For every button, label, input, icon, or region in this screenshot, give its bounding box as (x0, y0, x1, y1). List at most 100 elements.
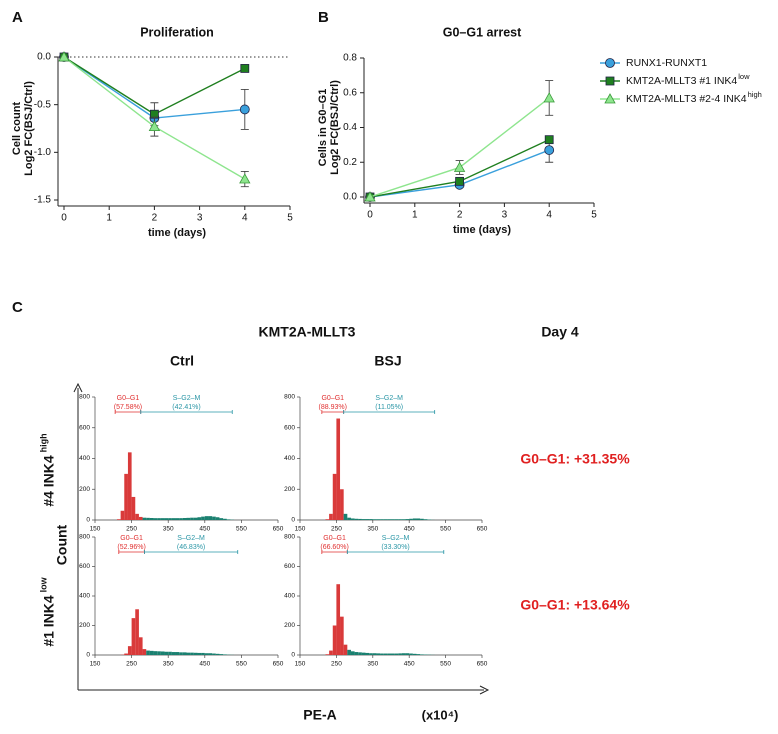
gate-label: (46.83%) (177, 544, 205, 551)
histogram-bar (369, 653, 373, 655)
y-tick-label: 200 (284, 486, 295, 493)
marker (605, 58, 615, 68)
histogram-bar (157, 518, 161, 520)
x-tick-label: 0 (61, 213, 67, 224)
y-tick-label: 200 (79, 622, 90, 629)
row-label-name: #4 INK4 (41, 455, 57, 507)
gate-label: (42.41%) (172, 404, 200, 411)
histogram-bar (201, 516, 205, 520)
x-tick-label: 4 (242, 213, 248, 224)
change-label: G0–G1: +13.64% (520, 597, 630, 613)
histogram-bar (398, 519, 402, 520)
histogram-bar (343, 513, 348, 520)
y-tick-label: 400 (79, 593, 90, 600)
arrow-head (73, 382, 83, 393)
y-tick-label: 0.0 (343, 192, 357, 203)
histogram-bar (160, 518, 165, 520)
histogram-bar (146, 650, 150, 655)
x-axis-label: PE-A (303, 707, 336, 723)
marker (239, 104, 250, 115)
histogram-bar (219, 518, 224, 520)
y-tick-label: 0.8 (343, 53, 357, 64)
x-tick-label: 550 (440, 526, 451, 533)
histogram-bar (204, 516, 209, 520)
histogram-bar (358, 652, 362, 655)
histogram-bar (332, 473, 337, 520)
x-tick-label: 3 (197, 213, 203, 224)
histogram-bar (179, 652, 183, 655)
histogram-bar (325, 654, 330, 655)
histogram-bar (135, 609, 139, 655)
histogram-bar (219, 654, 224, 655)
histogram-bar (193, 517, 198, 520)
histogram-bar (142, 517, 147, 520)
histogram-bar (138, 516, 143, 520)
x-tick-label: 150 (90, 661, 101, 668)
histogram-bar (325, 519, 330, 520)
column-label: BSJ (374, 353, 401, 369)
histogram-bar (127, 646, 132, 655)
gate-name: G0–G1 (321, 395, 344, 402)
panel-title: KMT2A-MLLT3 (259, 324, 356, 340)
y-tick-label: 600 (79, 563, 90, 570)
histogram-bar (416, 654, 421, 655)
histogram-bar (365, 519, 370, 520)
gate-name: S–G2–M (382, 535, 410, 542)
y-tick-label: 400 (284, 593, 295, 600)
x-tick-label: 250 (126, 661, 137, 668)
histogram-bar (153, 518, 158, 520)
y-tick-label: 400 (79, 455, 90, 462)
histogram-bar (171, 652, 176, 655)
marker (453, 161, 466, 172)
histogram-bar (135, 513, 139, 520)
marker (544, 145, 555, 155)
marker (605, 76, 615, 86)
panel-letter: B (318, 9, 329, 26)
gate-name: G0–G1 (117, 395, 140, 402)
legend-label: KMT2A-MLLT3 #2-4 INK4 (626, 93, 747, 105)
legend-label-sup: low (738, 72, 750, 81)
histogram-bar (182, 652, 187, 655)
histogram-bar (186, 652, 191, 655)
histogram-bar (223, 654, 227, 655)
histogram-bar (146, 517, 150, 520)
x-tick-label: 3 (502, 210, 508, 221)
histogram-bar (398, 653, 402, 655)
histogram-bar (116, 519, 121, 520)
panel-letter: A (12, 9, 23, 26)
row-label-name: #1 INK4 (41, 595, 57, 647)
marker (604, 93, 616, 104)
histogram-bar (387, 653, 391, 655)
histogram-bar (168, 651, 172, 655)
histogram-bar (336, 418, 341, 520)
histogram-bar (160, 651, 165, 655)
y-axis-label: Cell count (11, 102, 23, 156)
x-tick-label: 550 (236, 661, 247, 668)
histogram-bar (394, 519, 399, 520)
histogram-bar (376, 519, 381, 520)
histogram-bar (361, 652, 366, 655)
histogram-bar (182, 518, 187, 520)
x-tick-label: 350 (367, 661, 378, 668)
histogram-bar (391, 653, 395, 655)
x-tick-label: 250 (331, 526, 342, 533)
gate-label: (57.58%) (114, 404, 142, 411)
x-tick-label: 0 (367, 210, 373, 221)
y-tick-label: 0.4 (343, 122, 357, 133)
x-tick-label: 650 (273, 526, 284, 533)
x-tick-label: 650 (477, 661, 488, 668)
histogram-bar (208, 516, 213, 520)
histogram-bar (358, 518, 362, 520)
histogram-bar (201, 652, 205, 655)
x-axis-unit: (x10⁴) (422, 707, 459, 722)
histogram-bar (127, 452, 132, 520)
x-axis-label: time (days) (453, 224, 511, 236)
y-tick-label: 0 (291, 652, 295, 659)
legend-label-sup: high (748, 90, 762, 99)
y-tick-label: 600 (284, 424, 295, 431)
x-tick-label: 250 (126, 526, 137, 533)
x-tick-label: 1 (412, 210, 418, 221)
x-tick-label: 250 (331, 661, 342, 668)
x-axis-label: time (days) (148, 227, 206, 239)
